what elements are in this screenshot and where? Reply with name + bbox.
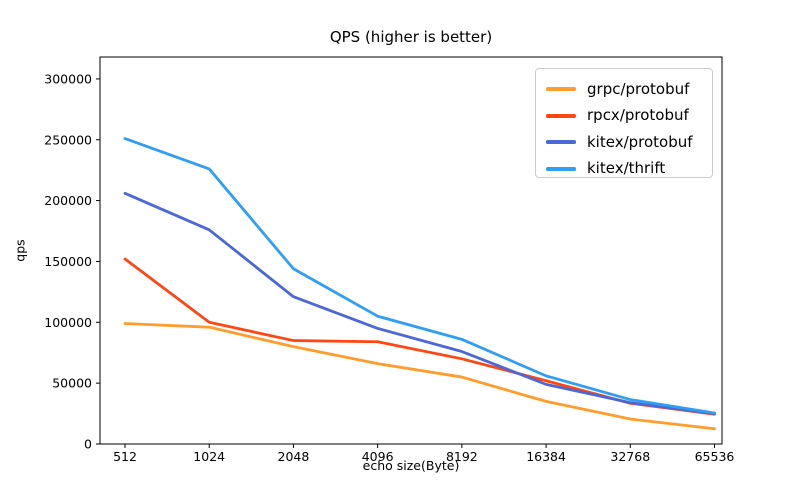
x-tick-label: 32768 bbox=[610, 449, 650, 464]
y-tick-label: 250000 bbox=[44, 132, 92, 147]
y-tick-label: 0 bbox=[84, 437, 92, 452]
x-tick-label: 16384 bbox=[526, 449, 566, 464]
chart-title: QPS (higher is better) bbox=[329, 28, 493, 46]
y-tick-label: 150000 bbox=[44, 254, 92, 269]
x-tick-label: 4096 bbox=[362, 449, 394, 464]
legend: grpc/protobuf rpcx/protobuf kitex/protobuf… bbox=[535, 68, 713, 178]
x-tick-label: 1024 bbox=[193, 449, 225, 464]
legend-color-swatch bbox=[546, 87, 576, 92]
legend-item-kitex-thrift: kitex/thrift bbox=[546, 156, 712, 183]
legend-label: kitex/protobuf bbox=[587, 132, 693, 151]
y-tick-label: 50000 bbox=[52, 376, 92, 391]
y-axis-label: qps bbox=[12, 238, 28, 262]
legend-color-swatch bbox=[546, 166, 576, 171]
x-axis-label: echo size(Byte) bbox=[362, 458, 460, 473]
legend-item-rpcx-protobuf: rpcx/protobuf bbox=[546, 103, 712, 130]
legend-item-kitex-protobuf: kitex/protobuf bbox=[546, 129, 712, 156]
plot-spines bbox=[99, 56, 723, 445]
y-tick-label: 200000 bbox=[44, 193, 92, 208]
legend-label: grpc/protobuf bbox=[587, 79, 690, 98]
legend-color-swatch bbox=[546, 113, 576, 118]
y-tick-label: 100000 bbox=[44, 315, 92, 330]
y-axis-label-container: qps bbox=[8, 0, 32, 500]
series-line-kitex-protobuf bbox=[123, 191, 716, 415]
y-tick-label: 300000 bbox=[44, 71, 92, 86]
x-tick-label: 512 bbox=[113, 449, 137, 464]
x-tick-label: 65536 bbox=[695, 449, 735, 464]
legend-item-grpc-protobuf: grpc/protobuf bbox=[546, 76, 712, 103]
legend-label: kitex/thrift bbox=[587, 159, 666, 178]
x-tick-label: 2048 bbox=[278, 449, 310, 464]
legend-label: rpcx/protobuf bbox=[587, 106, 689, 125]
series-line-kitex-thrift bbox=[123, 137, 716, 415]
series-line-rpcx-protobuf bbox=[123, 257, 716, 416]
legend-color-swatch bbox=[546, 140, 576, 145]
series-line-grpc-protobuf bbox=[123, 322, 716, 431]
x-tick-label: 8192 bbox=[446, 449, 478, 464]
